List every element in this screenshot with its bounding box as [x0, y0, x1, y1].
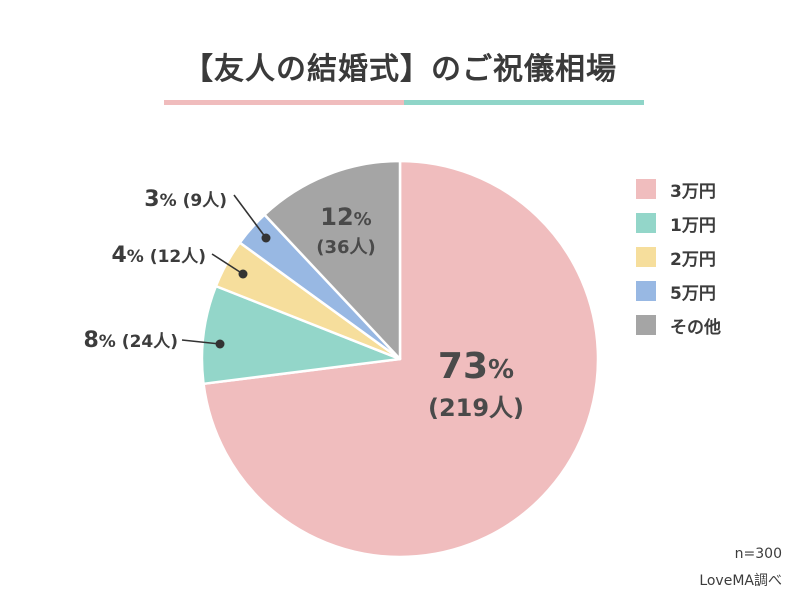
source-note: LoveMA調べ — [699, 573, 782, 589]
legend-swatch — [636, 247, 656, 267]
legend: 3万円 1万円 2万円 5万円その他 — [636, 172, 721, 342]
leader-line — [181, 339, 221, 345]
legend-swatch — [636, 179, 656, 199]
pie-slice — [200, 284, 402, 386]
slice-count-label: (36人) — [316, 237, 376, 258]
leader-line — [211, 253, 244, 275]
slice-label: 8% (24人) — [83, 328, 178, 353]
legend-item: 5万円 — [636, 274, 721, 308]
legend-label: 5万円 — [670, 283, 716, 304]
slice-count-label: (219人) — [428, 394, 524, 422]
legend-swatch — [636, 315, 656, 335]
pie-slice — [263, 159, 402, 361]
legend-swatch — [636, 281, 656, 301]
leader-line — [233, 194, 267, 239]
leader-dot — [238, 269, 248, 279]
legend-item: その他 — [636, 308, 721, 342]
slice-percent-label: 12% — [320, 203, 371, 231]
title-underline-left — [164, 100, 404, 105]
legend-item: 1万円 — [636, 206, 721, 240]
legend-item: 2万円 — [636, 240, 721, 274]
legend-label: 1万円 — [670, 215, 716, 236]
slice-label: 3% (9人) — [144, 187, 227, 212]
legend-label: その他 — [670, 317, 721, 338]
title-underline-right — [404, 100, 644, 105]
leader-dot — [261, 233, 271, 243]
legend-item: 3万円 — [636, 172, 721, 206]
chart-title: 【友人の結婚式】のご祝儀相場 — [183, 52, 617, 87]
slice-percent-label: 73% — [438, 346, 514, 387]
slice-label: 4% (12人) — [111, 243, 206, 268]
legend-label: 3万円 — [670, 181, 716, 202]
legend-label: 2万円 — [670, 249, 716, 270]
sample-size-note: n=300 — [734, 546, 782, 562]
legend-swatch — [636, 213, 656, 233]
leader-dot — [215, 339, 225, 349]
